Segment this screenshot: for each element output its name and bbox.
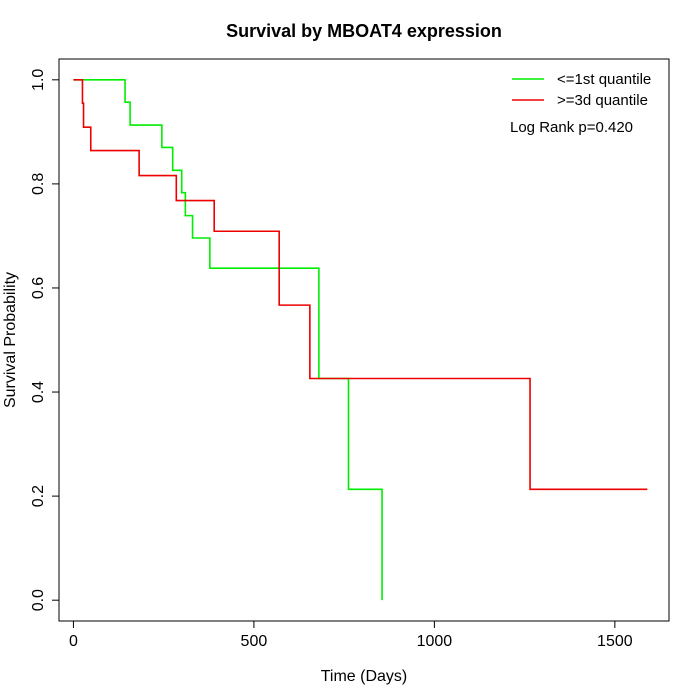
y-tick-label: 0.2: [30, 485, 47, 507]
y-tick-label: 0.0: [30, 589, 47, 611]
series-line-1: [73, 79, 383, 601]
x-axis-label: Time (Days): [321, 668, 408, 685]
legend: <=1st quantile >=3d quantile: [512, 71, 651, 109]
survival-curves: [73, 79, 648, 601]
chart-title: Survival by MBOAT4 expression: [226, 21, 502, 41]
y-axis-label: Survival Probability: [2, 272, 19, 408]
axes: 0 500 1000 1500 0.0 0.2 0.4 0.6 0.8 1.0: [30, 69, 633, 650]
y-tick-label: 1.0: [30, 69, 47, 91]
y-tick-label: 0.6: [30, 277, 47, 299]
y-tick-label: 0.4: [30, 381, 47, 403]
legend-label-2: >=3d quantile: [557, 92, 648, 109]
log-rank-annotation: Log Rank p=0.420: [510, 119, 633, 136]
x-tick-label: 500: [241, 633, 268, 650]
x-tick-label: 0: [69, 633, 78, 650]
plot-frame: [58, 58, 670, 622]
y-tick-label: 0.8: [30, 173, 47, 195]
legend-label-1: <=1st quantile: [557, 71, 651, 88]
x-tick-label: 1500: [597, 633, 633, 650]
series-line-2: [73, 79, 648, 491]
x-tick-label: 1000: [417, 633, 453, 650]
